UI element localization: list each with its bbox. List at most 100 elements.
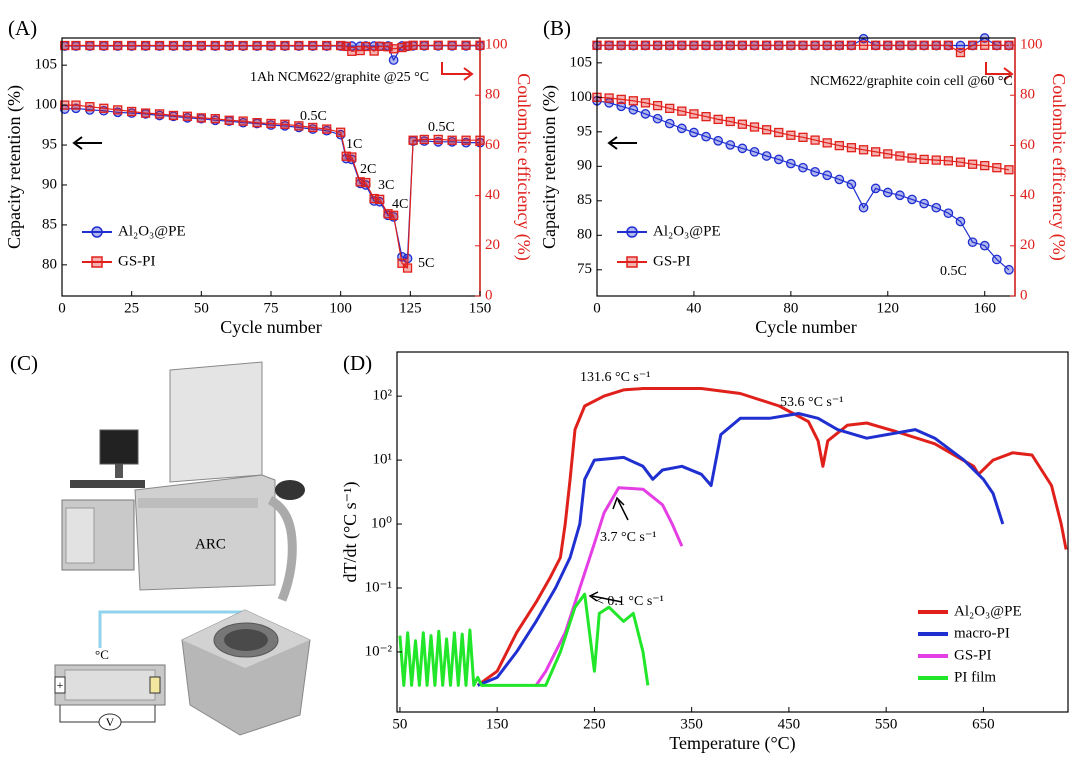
marker: [895, 40, 905, 50]
marker: [931, 202, 942, 213]
marker: [737, 143, 748, 154]
annotation: 53.6 °C s⁻¹: [780, 395, 843, 410]
marker: [907, 40, 917, 50]
marker: [774, 40, 784, 50]
marker: [140, 108, 151, 118]
marker: [308, 40, 318, 51]
marker: [397, 42, 407, 53]
legend-marker: [91, 256, 103, 268]
marker: [113, 105, 123, 115]
marker: [774, 127, 784, 138]
marker: [883, 40, 893, 50]
y-axis-label: Capacity retention (%): [4, 85, 25, 249]
marker: [388, 210, 399, 220]
panel-label: (A): [8, 16, 37, 40]
marker: [749, 122, 760, 132]
marker: [375, 194, 385, 204]
y-tick-label: 105: [35, 57, 58, 73]
y2-axis-label: Coulombic efficiency (%): [1048, 73, 1069, 261]
cabinet-panel: [65, 507, 95, 564]
marker: [127, 106, 137, 117]
marker: [931, 155, 941, 165]
marker: [883, 149, 893, 159]
y2-tick-label: 100: [1020, 36, 1043, 52]
marker: [967, 237, 978, 248]
marker: [640, 40, 651, 50]
marker: [798, 40, 808, 50]
marker: [919, 154, 929, 165]
marker: [846, 143, 857, 153]
marker: [322, 40, 332, 51]
marker: [252, 40, 262, 51]
terminal: [149, 676, 161, 694]
marker: [628, 104, 639, 115]
y-tick-label: 105: [570, 54, 593, 70]
x-tick-label: 75: [264, 300, 279, 316]
legend-label: GS-PI: [118, 253, 156, 269]
marker: [154, 40, 165, 51]
y2-tick-label: 0: [1020, 287, 1028, 303]
y-tick-label: 10⁻¹: [365, 579, 392, 595]
legend-marker: [626, 256, 638, 268]
series-line: [398, 592, 650, 687]
marker: [182, 111, 193, 121]
series-line: [596, 100, 1010, 271]
marker: [689, 109, 699, 119]
y-tick-label: 75: [577, 261, 592, 277]
keyboard: [70, 480, 145, 488]
marker: [604, 93, 614, 103]
annotation: NCM622/graphite coin cell @60 °C: [810, 74, 1013, 89]
marker: [127, 40, 137, 51]
marker: [294, 40, 304, 51]
marker: [461, 40, 471, 50]
annotation: < 0.1 °C s⁻¹: [596, 594, 664, 609]
annotation: 1C: [346, 137, 362, 152]
y-tick-label: 100: [570, 89, 593, 105]
x-tick-label: 25: [124, 300, 139, 316]
marker: [677, 40, 687, 50]
terminal: [54, 676, 66, 694]
y2-axis-label: Coulombic efficiency (%): [513, 73, 534, 261]
marker: [822, 170, 833, 181]
series-line: [64, 44, 480, 52]
y2-tick-label: 40: [485, 187, 500, 203]
arrow: [441, 62, 474, 81]
marker: [168, 40, 179, 51]
y2-tick-label: 60: [485, 137, 500, 153]
marker: [336, 40, 346, 51]
annotation: 2C: [360, 162, 376, 177]
y-tick-label: 80: [577, 227, 592, 243]
marker: [210, 40, 220, 51]
marker: [871, 40, 881, 50]
marker: [810, 40, 820, 50]
marker: [375, 41, 385, 51]
marker: [322, 124, 332, 134]
marker: [713, 135, 724, 146]
bore-inner: [224, 629, 268, 651]
marker: [773, 154, 784, 165]
marker: [725, 40, 735, 50]
marker: [967, 159, 978, 169]
annotation: 3.7 °C s⁻¹: [600, 530, 656, 545]
y2-tick-label: 60: [1020, 137, 1035, 153]
hose: [267, 495, 297, 602]
sensor-label: °C: [95, 647, 109, 662]
marker: [347, 46, 357, 56]
marker: [388, 55, 399, 65]
legend-label: GS-PI: [954, 647, 992, 663]
marker: [1004, 264, 1014, 275]
marker: [858, 145, 869, 155]
legend-label: macro-PI: [954, 625, 1010, 641]
marker: [786, 40, 796, 50]
y-axis-label: Capacity retention (%): [539, 85, 560, 249]
marker: [665, 103, 675, 114]
x-tick-label: 100: [329, 300, 352, 316]
marker: [154, 109, 165, 119]
annotation: 4C: [392, 197, 408, 212]
marker: [266, 118, 276, 129]
marker: [980, 160, 990, 171]
marker: [871, 147, 881, 157]
marker: [182, 40, 193, 51]
monitor-stand: [115, 464, 123, 478]
